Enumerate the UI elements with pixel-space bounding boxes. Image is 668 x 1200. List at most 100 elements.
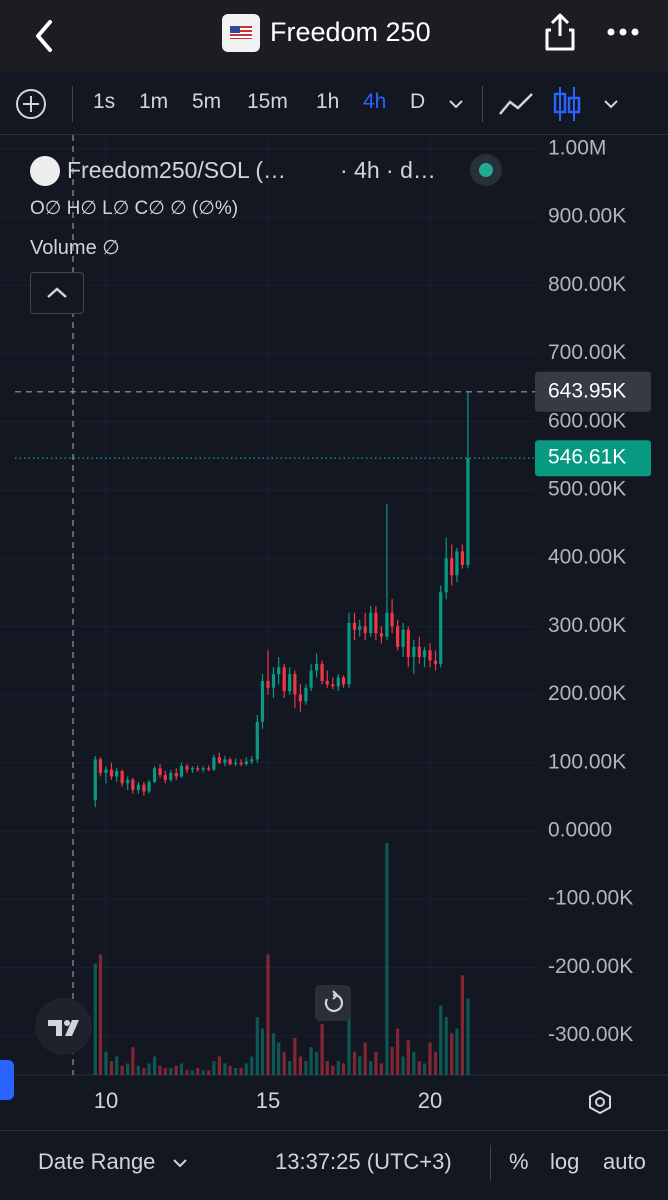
candle-body	[379, 633, 384, 637]
last-price-box	[535, 440, 651, 477]
log-toggle[interactable]: log	[550, 1149, 580, 1174]
volume-bar	[104, 1051, 108, 1075]
volume-bar	[207, 1070, 211, 1075]
date-range-dropdown[interactable]	[172, 1157, 188, 1169]
volume-bar	[131, 1047, 135, 1075]
y-tick-label: 900.00K	[548, 205, 626, 228]
volume-bar	[352, 1051, 357, 1075]
candle-body	[460, 551, 465, 566]
volume-bar	[217, 1056, 221, 1075]
candle-body	[336, 677, 340, 687]
reset-chart-button[interactable]	[315, 985, 351, 1021]
candle-body	[201, 768, 205, 770]
candle-body	[147, 781, 151, 792]
share-button[interactable]	[543, 12, 577, 52]
add-indicator-button[interactable]	[14, 87, 48, 121]
y-tick-label: 0.0000	[548, 819, 612, 842]
candle-body	[390, 612, 394, 627]
candle-body	[293, 674, 297, 695]
candle-body	[250, 759, 254, 762]
interval-button[interactable]: 1m	[139, 90, 169, 113]
nav-bar: Freedom 250	[0, 0, 668, 72]
auto-toggle[interactable]: auto	[603, 1149, 646, 1174]
volume-bar	[250, 1056, 254, 1075]
candle-body	[422, 650, 427, 658]
volume-bar	[455, 1028, 459, 1075]
settings-button[interactable]	[586, 1088, 614, 1116]
candle-body	[179, 766, 184, 777]
tradingview-logo[interactable]	[35, 998, 92, 1055]
legend-volume: Volume ∅	[30, 237, 120, 259]
candle-body	[288, 674, 292, 692]
legend-symbol[interactable]: Freedom250/SOL (…	[67, 157, 287, 183]
x-tick-label: 10	[94, 1088, 118, 1113]
volume-bar	[196, 1068, 200, 1075]
percent-toggle[interactable]: %	[509, 1149, 529, 1174]
date-range-button[interactable]: Date Range	[38, 1149, 156, 1174]
legend-interval: · 4h · d…	[340, 157, 436, 183]
candle-body	[341, 677, 346, 685]
y-tick-label: -100.00K	[548, 887, 633, 910]
volume-bar	[325, 1061, 329, 1075]
side-panel-tab[interactable]	[0, 1060, 14, 1100]
candle-body	[185, 766, 189, 770]
collapse-legend-button[interactable]	[30, 272, 84, 314]
volume-bar	[439, 1005, 443, 1075]
volume-bar	[163, 1068, 167, 1075]
candle-body	[174, 773, 178, 777]
candle-body	[298, 694, 302, 702]
separator	[482, 86, 483, 122]
volume-bar	[314, 1051, 319, 1075]
volume-bar	[260, 1028, 265, 1075]
volume-bar	[320, 1023, 324, 1075]
candle-body	[271, 674, 276, 688]
volume-bar	[412, 1051, 416, 1075]
candle-body	[244, 761, 248, 765]
volume-bar	[282, 1051, 286, 1075]
volume-bar	[179, 1063, 184, 1075]
interval-button[interactable]: 1s	[93, 90, 116, 113]
volume-bar	[341, 1063, 346, 1075]
x-tick-label: 20	[418, 1088, 442, 1113]
clock[interactable]: 13:37:25 (UTC+3)	[275, 1149, 452, 1174]
back-button[interactable]	[30, 18, 58, 54]
interval-button[interactable]: 5m	[192, 90, 222, 113]
interval-button[interactable]: 15m	[247, 90, 288, 113]
interval-button[interactable]: 4h	[363, 90, 387, 113]
volume-bar	[190, 1070, 195, 1075]
candle-body	[363, 626, 367, 634]
interval-dropdown[interactable]	[448, 98, 464, 110]
interval-button[interactable]: D	[410, 90, 426, 113]
candle-chart-button[interactable]	[551, 84, 583, 124]
volume-bar	[185, 1070, 189, 1075]
volume-bar	[450, 1033, 454, 1075]
candle-body	[93, 759, 97, 801]
y-tick-label: 700.00K	[548, 341, 626, 364]
volume-bar	[395, 1028, 400, 1075]
candle-body	[196, 768, 200, 770]
candle-body	[455, 551, 459, 576]
candle-body	[98, 759, 103, 774]
crosshair-price-box	[535, 371, 651, 412]
y-tick-label: 1.00M	[548, 137, 606, 160]
more-button[interactable]	[606, 26, 640, 38]
volume-bar	[115, 1056, 119, 1075]
status-indicator	[470, 154, 502, 186]
candle-body	[126, 779, 130, 784]
candle-body	[120, 770, 124, 784]
volume-bar	[406, 1040, 410, 1075]
volume-bar	[374, 1051, 378, 1075]
y-tick-label: 300.00K	[548, 614, 626, 637]
x-tick-label: 15	[256, 1088, 280, 1113]
volume-bar	[136, 1065, 140, 1075]
volume-bar	[98, 954, 103, 1075]
line-chart-button[interactable]	[498, 88, 534, 120]
candle-body	[190, 768, 195, 770]
volume-bar	[444, 1017, 448, 1075]
chart-type-dropdown[interactable]	[603, 98, 619, 110]
interval-button[interactable]: 1h	[316, 90, 340, 113]
candle-body	[401, 629, 405, 647]
nav-title: Freedom 250	[270, 17, 431, 47]
legend-ohlc: O∅ H∅ L∅ C∅ ∅ (∅%)	[30, 198, 239, 219]
volume-bar	[174, 1065, 178, 1075]
